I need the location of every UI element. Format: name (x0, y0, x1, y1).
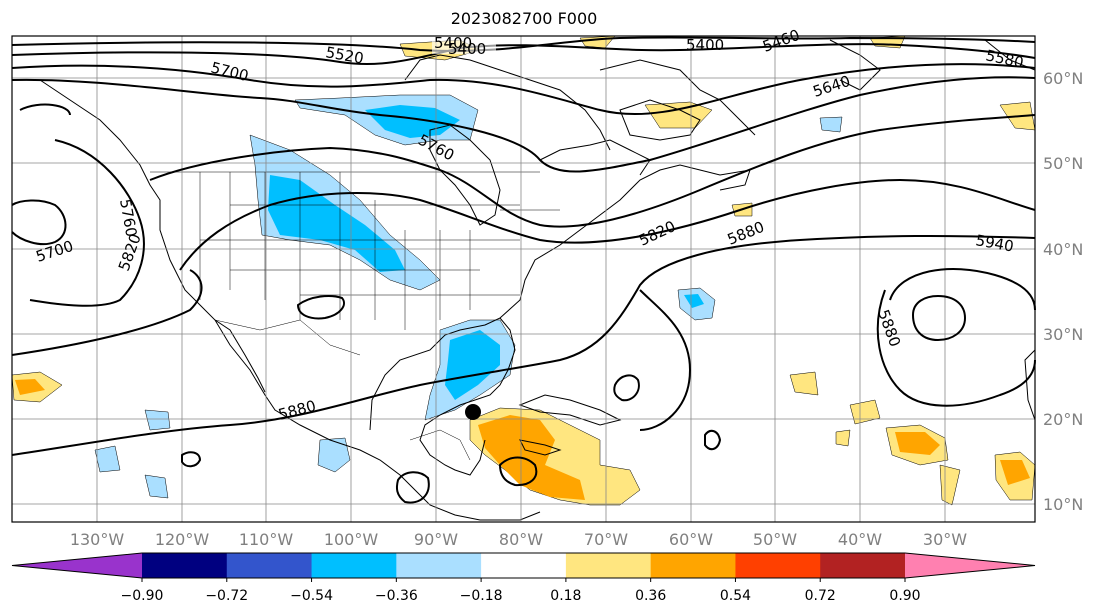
colorbar-tick-label: −0.54 (290, 588, 333, 604)
lat-tick-label: 60°N (1043, 69, 1083, 88)
colorbar-swatch (650, 553, 736, 578)
colorbar-tick-label: 0.90 (889, 588, 920, 604)
lon-tick-label: 90°W (414, 530, 458, 549)
colorbar-tick-label: 0.54 (720, 588, 751, 604)
lat-tick-label: 20°N (1043, 410, 1083, 429)
colorbar-swatch (565, 553, 652, 578)
colorbar-swatch (396, 553, 482, 578)
lon-tick-label: 30°W (923, 530, 967, 549)
map-title: 2023082700 F000 (450, 9, 598, 28)
anomaly-shading (11, 35, 1036, 506)
lon-tick-label: 100°W (324, 530, 379, 549)
lon-tick-label: 70°W (584, 530, 628, 549)
colorbar-swatch (481, 553, 567, 578)
colorbar-tick-label: 0.72 (805, 588, 836, 604)
lat-tick-labels: 60°N 50°N 40°N 30°N 20°N 10°N (1043, 69, 1083, 514)
contour-label: 5400 (448, 40, 486, 58)
colorbar-extend-high (905, 553, 1035, 578)
lon-tick-label: 120°W (155, 530, 210, 549)
colorbar-tick-label: −0.90 (121, 588, 164, 604)
lat-tick-label: 10°N (1043, 495, 1083, 514)
lon-tick-labels: 130°W 120°W 110°W 100°W 90°W 80°W 70°W 6… (70, 530, 967, 549)
colorbar-tick-label: 0.18 (550, 588, 581, 604)
lat-tick-label: 40°N (1043, 240, 1083, 259)
political-borders (150, 171, 560, 461)
graticule (12, 36, 1035, 522)
coastlines (39, 39, 1036, 521)
contour-label: 5400 (434, 34, 472, 52)
colorbar-tick-label: −0.72 (205, 588, 248, 604)
colorbar-tick-label: −0.18 (460, 588, 503, 604)
colorbar-swatch (735, 553, 821, 578)
contour-label: 5400 (686, 36, 724, 54)
lon-tick-label: 80°W (499, 530, 543, 549)
colorbar-swatch (311, 553, 397, 578)
colorbar-tick-label: −0.36 (375, 588, 418, 604)
storm-marker (465, 404, 481, 420)
lon-tick-label: 60°W (669, 530, 713, 549)
colorbar-swatch (142, 553, 228, 578)
lon-tick-label: 110°W (239, 530, 294, 549)
colorbar-extend-low (12, 553, 142, 578)
colorbar-swatch (820, 553, 906, 578)
map-frame (11, 35, 1036, 523)
lat-tick-label: 50°N (1043, 154, 1083, 173)
lon-tick-label: 130°W (70, 530, 125, 549)
lon-tick-label: 50°W (753, 530, 797, 549)
colorbar-swatch (226, 553, 313, 578)
lon-tick-label: 40°W (838, 530, 882, 549)
colorbar-tick-label: 0.36 (635, 588, 666, 604)
lat-tick-label: 30°N (1043, 325, 1083, 344)
height-contours (11, 36, 1036, 504)
